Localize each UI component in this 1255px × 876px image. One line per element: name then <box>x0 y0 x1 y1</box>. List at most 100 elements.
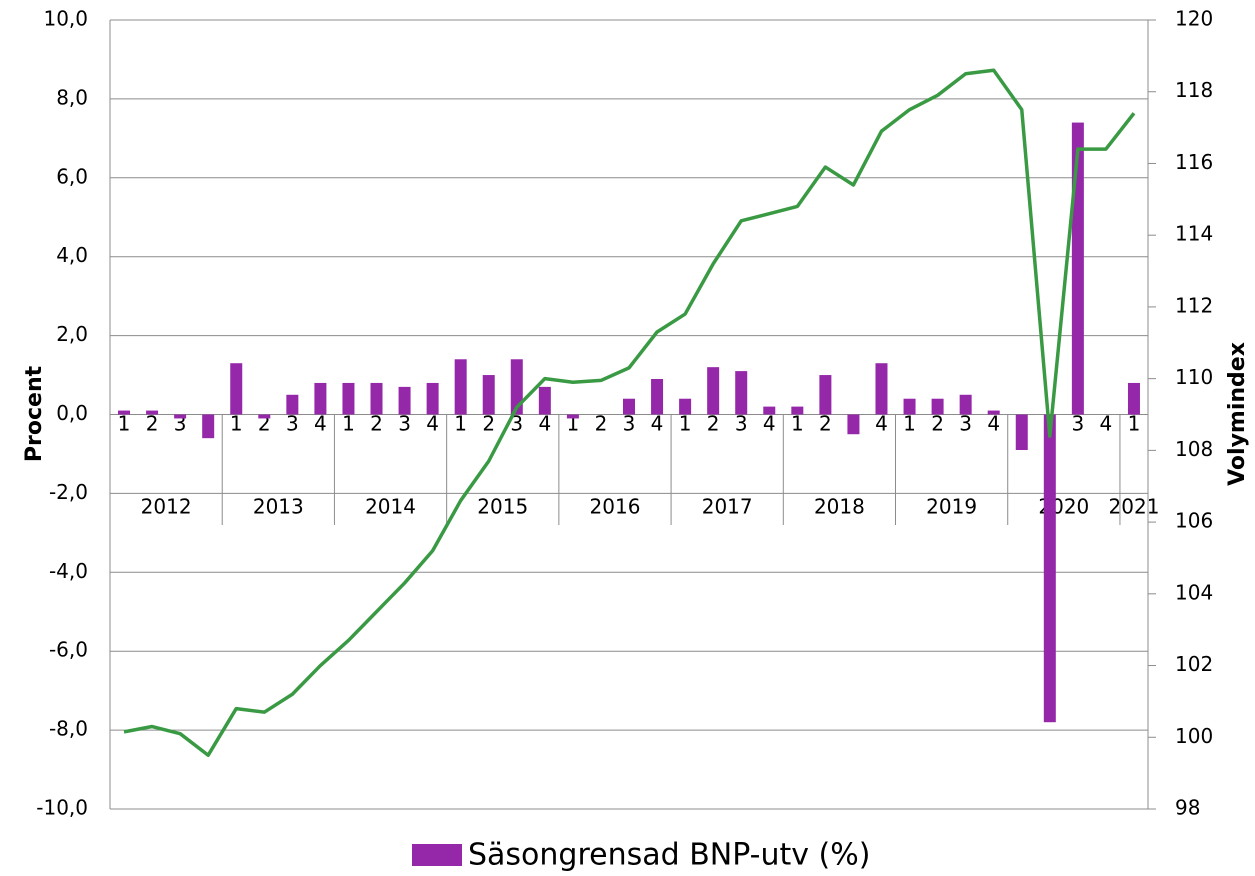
y-tick-label: -2,0 <box>49 480 88 504</box>
y-tick-label: 4,0 <box>56 243 88 267</box>
legend-swatch <box>412 844 462 866</box>
bar <box>398 386 411 415</box>
bar <box>763 406 776 415</box>
bar <box>959 394 972 415</box>
x-tick-label: 2 <box>482 412 495 436</box>
x-group-label: 2021 <box>1109 495 1160 519</box>
bar <box>847 414 860 435</box>
bar <box>538 386 551 415</box>
bar <box>174 414 187 419</box>
y-tick-label: 2,0 <box>56 322 88 346</box>
x-tick-label: 1 <box>679 412 692 436</box>
x-tick-label: 3 <box>735 412 748 436</box>
x-tick-label: 2 <box>707 412 720 436</box>
y-tick-label: -4,0 <box>49 559 88 583</box>
bar <box>118 410 131 415</box>
x-tick-label: 1 <box>1128 412 1141 436</box>
x-tick-label: 4 <box>987 412 1000 436</box>
bar <box>987 410 1000 415</box>
bar <box>230 363 243 415</box>
bar <box>314 382 327 415</box>
bar <box>735 371 748 415</box>
x-tick-label: 1 <box>118 412 131 436</box>
line <box>123 68 1136 757</box>
y2-tick-label: 112 <box>1175 293 1213 317</box>
x-group-label: 2016 <box>590 495 641 519</box>
bar <box>931 398 944 415</box>
y2-tick-label: 116 <box>1175 150 1213 174</box>
x-group-label: 2013 <box>253 495 304 519</box>
bar <box>286 394 299 415</box>
y2-tick-label: 104 <box>1175 580 1213 604</box>
bar <box>791 406 804 415</box>
x-tick-label: 3 <box>1071 412 1084 436</box>
x-tick-label: 2 <box>931 412 944 436</box>
y-axis-title: Procent <box>22 365 47 462</box>
x-tick-label: 4 <box>651 412 664 436</box>
x-group-label: 2017 <box>702 495 753 519</box>
y-tick-label: 10,0 <box>43 7 88 31</box>
bar <box>566 414 579 419</box>
x-group-label: 2015 <box>477 495 528 519</box>
y-tick-label: -10,0 <box>36 796 88 820</box>
x-tick-label: 2 <box>370 412 383 436</box>
x-group-label: 2012 <box>141 495 192 519</box>
bar <box>482 375 495 415</box>
x-tick-label: 1 <box>791 412 804 436</box>
x-tick-label: 2 <box>595 412 608 436</box>
bar <box>426 382 439 415</box>
bar <box>679 398 692 415</box>
legend-label: Säsongrensad BNP-utv (%) <box>468 838 870 873</box>
bar <box>370 382 383 415</box>
bar <box>342 382 355 415</box>
x-tick-label: 1 <box>903 412 916 436</box>
x-tick-label: 1 <box>230 412 243 436</box>
bar <box>454 359 467 415</box>
x-tick-label: 3 <box>286 412 299 436</box>
y2-tick-label: 120 <box>1175 7 1213 31</box>
y2-tick-label: 110 <box>1175 365 1213 389</box>
y2-tick-label: 100 <box>1175 724 1213 748</box>
x-tick-label: 1 <box>342 412 355 436</box>
y2-axis-title: Volymindex <box>1225 342 1250 486</box>
bar <box>623 398 635 415</box>
bar <box>875 363 888 415</box>
y2-tick-label: 102 <box>1175 652 1213 676</box>
y2-tick-label: 98 <box>1175 796 1200 820</box>
x-tick-label: 4 <box>538 412 551 436</box>
bar <box>258 414 271 419</box>
x-group-label: 2018 <box>814 495 865 519</box>
x-group-label: 2014 <box>365 495 416 519</box>
bar <box>510 359 523 415</box>
y2-tick-label: 118 <box>1175 78 1213 102</box>
x-tick-label: 4 <box>426 412 439 436</box>
bar <box>651 378 664 415</box>
bar <box>202 414 215 439</box>
bar <box>146 410 159 415</box>
x-tick-label: 4 <box>314 412 327 436</box>
bar <box>1127 382 1140 415</box>
x-tick-label: 4 <box>1100 412 1113 436</box>
bar <box>819 375 832 415</box>
x-tick-label: 4 <box>763 412 776 436</box>
x-tick-label: 3 <box>959 412 972 436</box>
bar <box>903 398 916 415</box>
x-tick-label: 2 <box>146 412 159 436</box>
y-tick-label: 8,0 <box>56 85 88 109</box>
bar <box>1043 414 1056 723</box>
bar <box>707 367 720 415</box>
x-group-label: 2019 <box>926 495 977 519</box>
x-tick-label: 3 <box>398 412 411 436</box>
x-tick-label: 3 <box>510 412 523 436</box>
y2-tick-label: 114 <box>1175 222 1213 246</box>
y2-tick-label: 106 <box>1175 509 1213 533</box>
x-tick-label: 2 <box>819 412 832 436</box>
y-tick-label: 0,0 <box>56 401 88 425</box>
x-tick-label: 3 <box>623 412 636 436</box>
y-tick-label: -6,0 <box>49 638 88 662</box>
x-tick-label: 4 <box>875 412 888 436</box>
x-tick-label: 1 <box>454 412 467 436</box>
bar <box>1015 414 1028 451</box>
y2-tick-label: 108 <box>1175 437 1213 461</box>
